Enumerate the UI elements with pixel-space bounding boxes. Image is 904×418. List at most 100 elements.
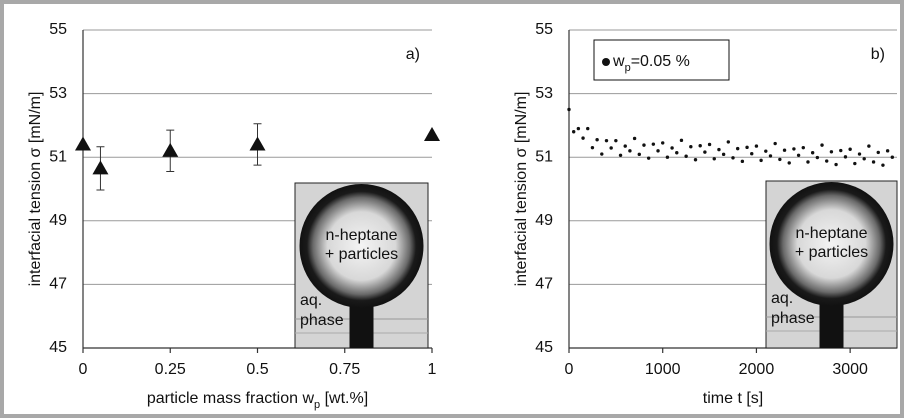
marker [595, 138, 599, 142]
x-axis-label-part: [wt.%] [320, 390, 368, 407]
marker [665, 155, 670, 159]
marker [890, 155, 895, 159]
inset-drop [299, 184, 424, 308]
y-tick-label: 49 [49, 212, 67, 229]
x-tick-label: 3000 [832, 361, 868, 378]
marker [670, 146, 674, 150]
marker [862, 157, 866, 161]
marker [614, 138, 618, 143]
marker [661, 141, 665, 145]
y-tick-label: 47 [49, 276, 67, 293]
marker [857, 152, 862, 156]
inset-text: + particles [325, 246, 398, 263]
marker [754, 144, 759, 148]
y-tick-label: 47 [535, 276, 553, 293]
marker [778, 157, 782, 162]
marker [721, 152, 726, 157]
x-tick-label: 0.25 [155, 361, 186, 378]
marker [717, 147, 721, 152]
marker [829, 150, 834, 154]
marker [618, 153, 623, 157]
marker [820, 143, 824, 147]
marker [646, 156, 651, 160]
marker [881, 163, 885, 167]
inset-text: + particles [795, 244, 868, 261]
marker [651, 142, 656, 146]
marker [632, 136, 637, 141]
marker [853, 161, 857, 166]
marker [581, 136, 585, 140]
x-axis-label-part: time t [s] [703, 390, 763, 407]
marker [586, 126, 590, 131]
panel-label: a) [406, 46, 420, 63]
marker [750, 152, 754, 156]
marker [92, 160, 109, 175]
y-tick-label: 49 [535, 212, 553, 229]
marker [576, 126, 581, 131]
inset-needle [819, 299, 844, 348]
marker [590, 145, 595, 150]
x-tick-label: 0.75 [329, 361, 360, 378]
x-tick-label: 0.5 [246, 361, 268, 378]
marker [768, 154, 773, 158]
marker [843, 155, 848, 159]
marker [689, 145, 693, 149]
marker [735, 146, 740, 151]
panel-label: b) [871, 46, 885, 63]
y-axis-label: interfacial tension σ [mN/m] [513, 92, 530, 287]
marker [712, 157, 716, 161]
marker [698, 144, 702, 148]
marker [571, 130, 576, 134]
marker [759, 158, 763, 163]
marker [787, 161, 791, 165]
marker [764, 149, 768, 153]
marker [796, 153, 801, 157]
marker [839, 148, 843, 153]
y-tick-label: 45 [535, 339, 553, 356]
x-tick-label: 0 [565, 361, 574, 378]
marker [876, 150, 880, 155]
marker [707, 142, 712, 147]
marker [162, 142, 179, 157]
marker [424, 126, 440, 141]
y-tick-label: 55 [49, 21, 67, 38]
marker [871, 160, 876, 164]
marker [684, 154, 688, 158]
inset-text: n-heptane [795, 225, 867, 242]
marker [637, 152, 641, 157]
x-tick-label: 1000 [645, 361, 681, 378]
marker [834, 162, 838, 167]
inset-needle [349, 301, 374, 348]
legend-label: wp=0.05 % [612, 53, 690, 74]
marker [801, 145, 805, 150]
x-axis-label: time t [s] [703, 390, 763, 407]
marker [815, 155, 820, 160]
marker [675, 151, 679, 155]
marker [679, 138, 684, 143]
y-axis-label: interfacial tension σ [mN/m] [27, 92, 44, 287]
marker [885, 149, 890, 153]
legend-label-part: w [612, 53, 625, 70]
marker [703, 150, 707, 154]
marker [249, 136, 266, 151]
inset-text: phase [300, 312, 344, 329]
marker [731, 156, 735, 160]
marker [75, 136, 91, 151]
y-tick-label: 53 [535, 85, 553, 102]
inset-text: phase [771, 310, 815, 327]
inset-drop [769, 182, 894, 306]
marker [567, 107, 571, 112]
y-tick-label: 51 [535, 148, 553, 165]
marker [848, 147, 852, 151]
marker [745, 145, 749, 150]
legend-label-part: =0.05 % [631, 53, 690, 70]
x-tick-label: 2000 [739, 361, 775, 378]
y-tick-label: 45 [49, 339, 67, 356]
marker [825, 159, 829, 163]
marker [609, 146, 613, 150]
inset-text: n-heptane [325, 227, 397, 244]
y-tick-label: 51 [49, 148, 67, 165]
y-tick-label: 55 [535, 21, 553, 38]
